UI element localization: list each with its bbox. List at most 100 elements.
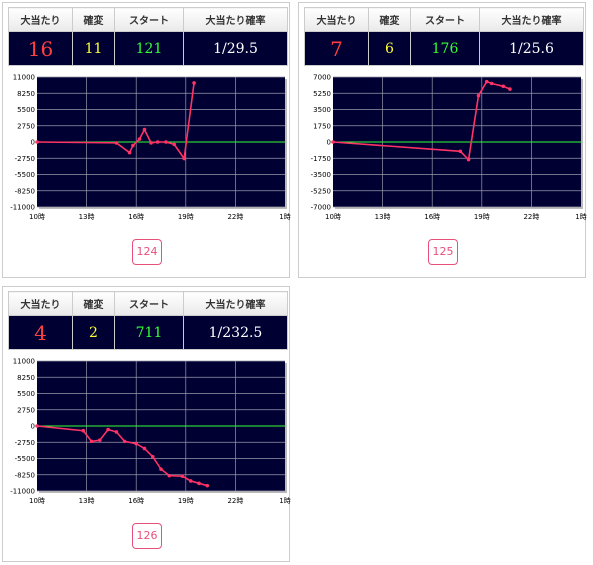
header-kakuhen: 確変 [72,291,115,316]
probability-value: 1/29.5 [183,31,288,66]
y-tick-label: -2750 [15,439,35,447]
y-tick-label: 5250 [313,90,331,98]
data-point [197,481,201,486]
data-point [331,140,335,144]
y-tick-label: 7000 [313,74,331,82]
x-tick-label: 1時 [279,497,290,505]
kakuhen-value: 2 [72,315,115,350]
y-tick-label: 2750 [17,122,35,130]
machine-number-button[interactable]: 126 [132,523,162,549]
data-point [142,446,147,451]
x-tick-label: 22時 [523,213,539,221]
stats-table: 大当たり 確変 スタート 大当たり確率 16 11 121 1/29.5 [8,7,288,66]
data-point [159,467,163,471]
y-tick-label: 5500 [17,106,35,114]
header-hits: 大当たり [8,7,73,32]
start-value: 176 [410,31,480,66]
hits-value: 16 [8,31,73,66]
data-point [122,439,127,444]
x-tick-label: 13時 [79,213,95,221]
header-kakuhen: 確変 [72,7,115,32]
y-tick-label: 1750 [313,122,331,130]
x-tick-label: 16時 [128,497,144,505]
data-point [35,140,39,144]
y-tick-label: 5500 [17,390,35,398]
data-point [172,142,177,147]
x-tick-label: 10時 [29,213,45,221]
data-point [458,149,463,154]
y-tick-label: -2750 [15,155,35,163]
header-hits: 大当たり [8,291,73,316]
x-tick-label: 13時 [79,497,95,505]
x-tick-label: 10時 [325,213,341,221]
data-point [106,427,110,432]
data-point [484,79,489,84]
data-point [114,430,119,434]
start-value: 121 [114,31,184,66]
data-point [501,84,506,89]
y-tick-label: 11000 [13,358,35,366]
data-point [134,441,138,446]
y-tick-label: -8250 [15,187,35,195]
data-point [131,143,135,148]
slump-chart: 110008250550027500-2750-5500-8250-110001… [10,358,291,506]
data-point [150,454,155,459]
slump-chart: 110008250550027500-2750-5500-8250-110001… [10,74,291,222]
header-start: スタート [114,7,184,32]
data-point [155,140,160,144]
data-point [137,137,142,141]
kakuhen-value: 6 [368,31,411,66]
data-point [192,81,196,85]
data-point [489,81,494,86]
header-probability: 大当たり確率 [479,7,584,32]
data-point [476,93,481,98]
data-point [142,127,147,132]
machine-card-124: 大当たり 確変 スタート 大当たり確率 16 11 121 1/29.5 110… [2,2,291,278]
data-point [98,438,102,442]
y-tick-label: 3500 [313,106,331,114]
y-tick-label: -5250 [311,187,331,195]
data-point [167,473,172,478]
y-tick-label: -8250 [15,471,35,479]
y-tick-label: 0 [31,423,35,431]
data-point [89,439,94,444]
data-point [81,428,86,433]
header-hits: 大当たり [304,7,369,32]
x-tick-label: 1時 [575,213,586,221]
series-line [36,425,208,487]
header-probability: 大当たり確率 [183,291,288,316]
y-tick-label: 0 [31,139,35,147]
hits-value: 4 [8,315,73,350]
data-point [205,483,210,488]
header-start: スタート [114,291,184,316]
data-point [508,87,512,91]
x-tick-label: 1時 [279,213,290,221]
data-point [466,157,471,162]
y-tick-label: -7000 [311,204,331,212]
probability-value: 1/25.6 [479,31,584,66]
series-line [36,82,195,161]
data-point [182,156,186,161]
x-tick-label: 19時 [178,497,194,505]
data-point [188,479,193,483]
hits-value: 7 [304,31,369,66]
x-tick-label: 16時 [128,213,144,221]
y-tick-label: 2750 [17,406,35,414]
data-point [180,474,185,479]
y-tick-label: 11000 [13,74,35,82]
x-tick-label: 22時 [227,213,243,221]
data-point [114,141,119,145]
y-tick-label: 8250 [17,90,35,98]
x-tick-label: 16時 [424,213,440,221]
machine-number-button[interactable]: 125 [428,239,458,265]
slump-chart: 7000 5250 3500 1750 0 -1750 -3500 -5250 -700010時… [311,74,587,222]
x-tick-label: 22時 [227,497,243,505]
x-tick-label: 13時 [375,213,391,221]
series-line [332,80,511,162]
start-value: 711 [114,315,184,350]
data-point [164,140,168,144]
data-point [149,141,153,145]
machine-number-button[interactable]: 124 [132,239,162,265]
header-start: スタート [410,7,480,32]
data-point [127,150,132,155]
